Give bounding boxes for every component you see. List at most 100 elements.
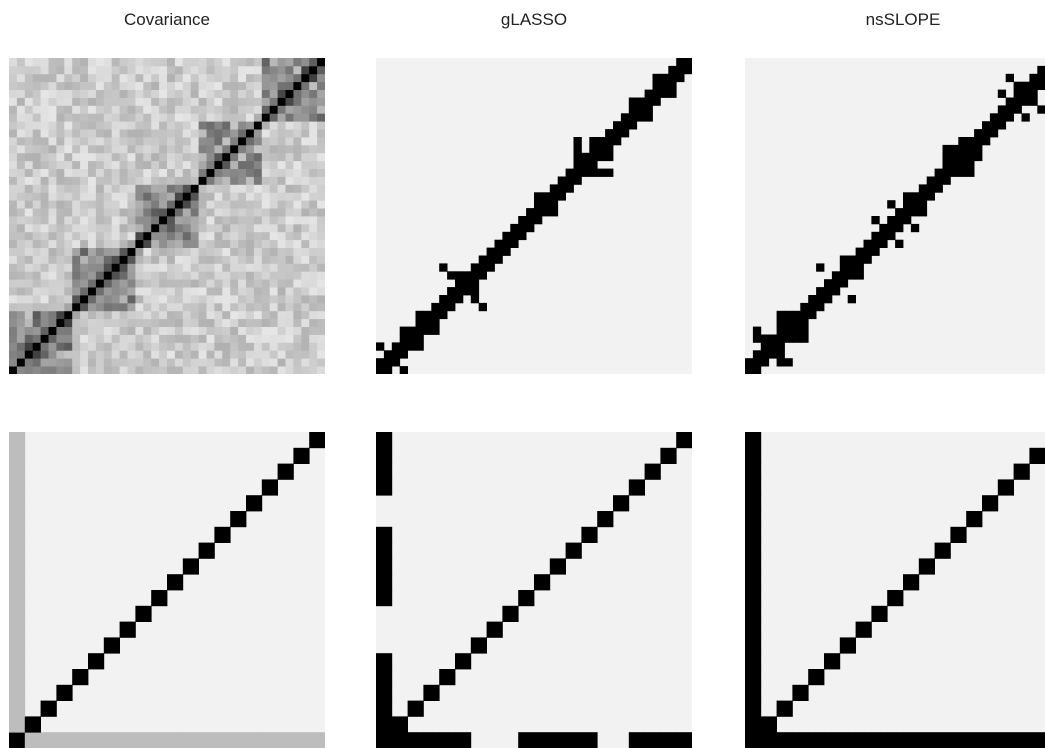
heatmap-cell (589, 168, 598, 177)
heatmap-cell (190, 287, 199, 296)
heatmap-cell (238, 121, 247, 130)
heatmap-cell (269, 358, 278, 367)
heatmap-cell (174, 97, 184, 106)
heatmap-cell (95, 295, 105, 304)
heatmap-cell (80, 105, 89, 114)
heatmap-cell (64, 279, 73, 288)
heatmap-cell (839, 732, 856, 748)
heatmap-cell (24, 129, 34, 138)
heatmap-cell (222, 239, 231, 248)
heatmap-cell (285, 152, 294, 162)
heatmap-cell (246, 216, 255, 225)
heatmap-cell (88, 653, 105, 670)
heatmap-cell (167, 73, 176, 83)
heatmap-cell (143, 271, 152, 280)
heatmap-cell (423, 684, 440, 701)
heatmap-cell (88, 326, 97, 335)
heatmap-cell (80, 223, 89, 233)
heatmap-cell (470, 287, 480, 296)
heatmap-cell (103, 160, 113, 169)
heatmap-cell (214, 231, 223, 241)
heatmap-cell (190, 326, 199, 335)
heatmap-cell (64, 208, 73, 217)
heatmap-cell (230, 334, 239, 343)
heatmap-cell (103, 168, 113, 177)
heatmap-cell (253, 121, 263, 130)
heatmap-cell (261, 366, 271, 374)
heatmap-cell (293, 137, 302, 146)
heatmap-cell (95, 279, 105, 288)
heatmap-cell (111, 279, 120, 288)
heatmap-cell (80, 208, 89, 217)
heatmap-cell (56, 216, 65, 225)
heatmap-cell (261, 350, 271, 359)
heatmap-cell (214, 129, 223, 138)
heatmap-cell (605, 137, 614, 146)
heatmap-cell (72, 184, 81, 193)
heatmap-cell (190, 318, 199, 327)
heatmap-cell (309, 81, 318, 90)
heatmap-cell (301, 121, 310, 130)
heatmap-cell (222, 271, 231, 280)
heatmap-cell (301, 263, 310, 272)
heatmap-cell (143, 97, 152, 106)
heatmap-cell (56, 231, 65, 241)
heatmap-cell (222, 255, 231, 264)
heatmap-cell (135, 200, 144, 209)
heatmap-cell (24, 358, 34, 367)
heatmap-cell (399, 342, 408, 351)
heatmap-cell (206, 65, 215, 75)
heatmap-cell (423, 326, 432, 335)
heatmap-cell (494, 239, 503, 248)
heatmap-cell (56, 97, 65, 106)
heatmap-cell (557, 192, 566, 201)
heatmap-cell (16, 105, 26, 114)
heatmap-cell (293, 184, 302, 193)
heatmap-cell (72, 129, 81, 138)
heatmap-cell (309, 326, 318, 335)
heatmap-cell (301, 129, 310, 138)
heatmap-cell (253, 168, 263, 177)
heatmap-cell (72, 65, 81, 75)
heatmap-cell (9, 223, 18, 233)
heatmap-cell (151, 302, 160, 312)
heatmap-cell (9, 129, 18, 138)
heatmap-cell (119, 176, 128, 185)
heatmap-cell (198, 129, 207, 138)
heatmap-cell (376, 358, 385, 367)
heatmap-cell (261, 192, 271, 201)
heatmap-cell (277, 247, 286, 256)
heatmap-cell (903, 216, 912, 225)
heatmap-cell (752, 358, 762, 367)
heatmap-cell (277, 105, 286, 114)
heatmap-cell (151, 184, 160, 193)
heatmap-cell (56, 58, 65, 67)
heatmap-cell (182, 263, 192, 272)
heatmap-cell (942, 176, 951, 185)
heatmap-cell (942, 144, 951, 154)
heatmap-cell (190, 97, 199, 106)
heatmap-cell (808, 295, 817, 304)
heatmap-cell (253, 302, 263, 312)
heatmap-cell (660, 81, 669, 90)
heatmap-cell (16, 137, 26, 146)
heatmap-cell (80, 144, 89, 154)
heatmap-cell (88, 295, 97, 304)
heatmap-cell (206, 263, 215, 272)
heatmap-cell (277, 287, 286, 296)
heatmap-cell (135, 137, 144, 146)
heatmap-cell (64, 200, 73, 209)
heatmap-cell (784, 326, 793, 335)
heatmap-cell (40, 200, 49, 209)
heatmap-cell (143, 137, 152, 146)
heatmap-cell (745, 463, 762, 480)
heatmap-cell (214, 144, 223, 154)
heatmap-cell (159, 295, 168, 304)
heatmap-cell (871, 247, 880, 256)
heatmap-cell (111, 334, 120, 343)
heatmap-cell (111, 105, 120, 114)
heatmap-cell (317, 350, 325, 359)
heatmap-cell (309, 129, 318, 138)
heatmap-cell (745, 511, 762, 528)
heatmap-cell (760, 350, 770, 359)
